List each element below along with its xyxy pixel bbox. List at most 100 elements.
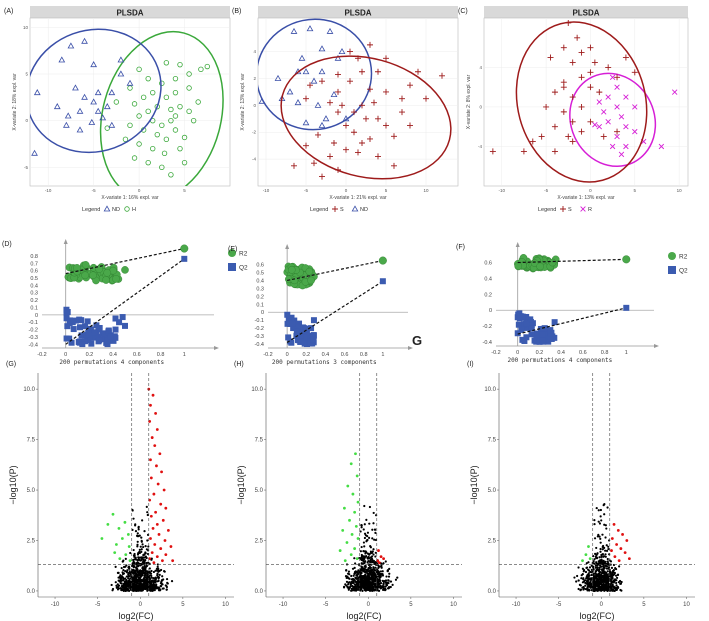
point-R: [614, 133, 620, 140]
volcano-point-ns: [137, 526, 140, 529]
volcano-point-up: [161, 559, 164, 563]
y-tick-label: 0.0: [27, 589, 36, 595]
volcano-point-ns: [610, 566, 614, 569]
volcano-point-ns: [582, 578, 585, 581]
q2-permutation-point: [63, 309, 70, 316]
x-tick-label: -5: [556, 602, 562, 608]
point-S: [529, 138, 536, 145]
volcano-point-ns: [160, 582, 163, 585]
volcano-point-ns: [138, 582, 141, 586]
legend-label-q2: Q2: [679, 268, 688, 275]
y-axis-arrow: [285, 244, 290, 249]
volcano-point-ns: [156, 586, 159, 589]
x-axis-label: log2(FC): [118, 611, 153, 621]
q2-permutation-point: [291, 317, 298, 324]
volcano-point-ns: [604, 583, 608, 587]
volcano-point-ns: [616, 573, 620, 576]
volcano-point-ns: [370, 584, 374, 587]
volcano-point-ns: [612, 585, 615, 588]
x-tick-label: -10: [512, 602, 521, 608]
volcano-point-down: [588, 557, 592, 561]
volcano-point-ns: [606, 581, 609, 584]
point-S: [538, 133, 545, 140]
volcano-point-ns: [608, 572, 611, 575]
volcano-point-ns: [590, 573, 593, 577]
volcano-point-ns: [142, 584, 145, 587]
y-axis-label: X-variate 2: 18% expl. var: [12, 73, 18, 131]
volcano-point-ns: [347, 583, 350, 586]
confidence-ellipse-ND: [258, 18, 373, 131]
plot-content: [258, 18, 452, 180]
r2-permutation-point: [89, 271, 97, 280]
volcano-point-ns: [133, 555, 136, 558]
legend-label-S: S: [568, 207, 572, 213]
point-H: [186, 71, 192, 77]
volcano-point-up: [613, 555, 617, 559]
volcano-point-ns: [151, 589, 154, 592]
x-tick-label: 5: [634, 188, 637, 193]
volcano-point-ns: [140, 563, 144, 566]
volcano-point-ns: [128, 578, 131, 582]
volcano-point-ns: [595, 577, 598, 580]
volcano-point-ns: [604, 553, 607, 556]
volcano-point-down: [115, 543, 118, 546]
q2-permutation-point: [76, 324, 83, 331]
point-S: [569, 94, 576, 101]
volcano-point-ns: [366, 586, 369, 589]
volcano-point-ns: [136, 578, 139, 581]
point-S: [371, 99, 377, 106]
point-H: [168, 172, 174, 178]
volcano-point-up: [169, 545, 173, 548]
volcano-point-ns: [153, 589, 156, 592]
volcano-point-ns: [146, 539, 149, 542]
volcano-point-down: [113, 551, 117, 555]
y-tick-label: -4: [252, 157, 256, 162]
volcano-point-ns: [138, 550, 141, 553]
volcano-point-ns: [595, 546, 598, 550]
point-S: [520, 148, 527, 155]
point-S: [359, 68, 365, 75]
q2-regression-line: [517, 307, 627, 335]
volcano-point-ns: [581, 572, 584, 576]
volcano-point-ns: [594, 566, 598, 569]
volcano-point-ns: [373, 561, 376, 565]
q2-permutation-point: [79, 341, 86, 348]
volcano-point-down: [338, 549, 342, 552]
volcano-point-ns: [367, 579, 370, 583]
volcano-point-ns: [364, 550, 368, 554]
volcano-point-ns: [584, 581, 587, 585]
volcano-point-ns: [138, 534, 141, 537]
volcano-point-ns: [600, 576, 603, 579]
volcano-point-ns: [620, 589, 623, 592]
volcano-point-ns: [363, 536, 367, 540]
panel-title: PLSDA: [572, 9, 599, 18]
volcano-point-ns: [379, 572, 383, 575]
q2-permutation-point: [104, 341, 111, 348]
x-tick-label: 10: [677, 188, 683, 193]
volcano-point-ns: [359, 569, 363, 572]
x-tick-label: 0.2: [86, 352, 94, 358]
point-S: [303, 142, 309, 149]
point-S: [591, 59, 598, 66]
q2-original-point: [181, 255, 188, 262]
y-tick-label: 0: [25, 118, 28, 123]
volcano-point-ns: [387, 579, 390, 582]
legend-marker-ND: [103, 205, 111, 212]
r2-regression-line: [65, 247, 185, 275]
q2-permutation-point: [547, 330, 554, 337]
point-S: [423, 95, 429, 102]
volcano-point-ns: [586, 576, 589, 579]
volcano-point-ns: [598, 535, 601, 538]
volcano-point-ns: [605, 587, 608, 590]
volcano-point-down: [117, 526, 121, 530]
panel-label: (H): [234, 361, 244, 368]
volcano-point-ns: [387, 582, 390, 585]
volcano-point-ns: [372, 511, 375, 515]
volcano-point-ns: [606, 575, 609, 578]
confidence-ellipse-S: [280, 55, 452, 180]
volcano-point-ns: [585, 562, 588, 565]
point-H: [163, 94, 170, 101]
y-tick-label: 0.1: [256, 302, 264, 308]
point-S: [569, 118, 576, 125]
volcano-point-ns: [356, 574, 359, 578]
